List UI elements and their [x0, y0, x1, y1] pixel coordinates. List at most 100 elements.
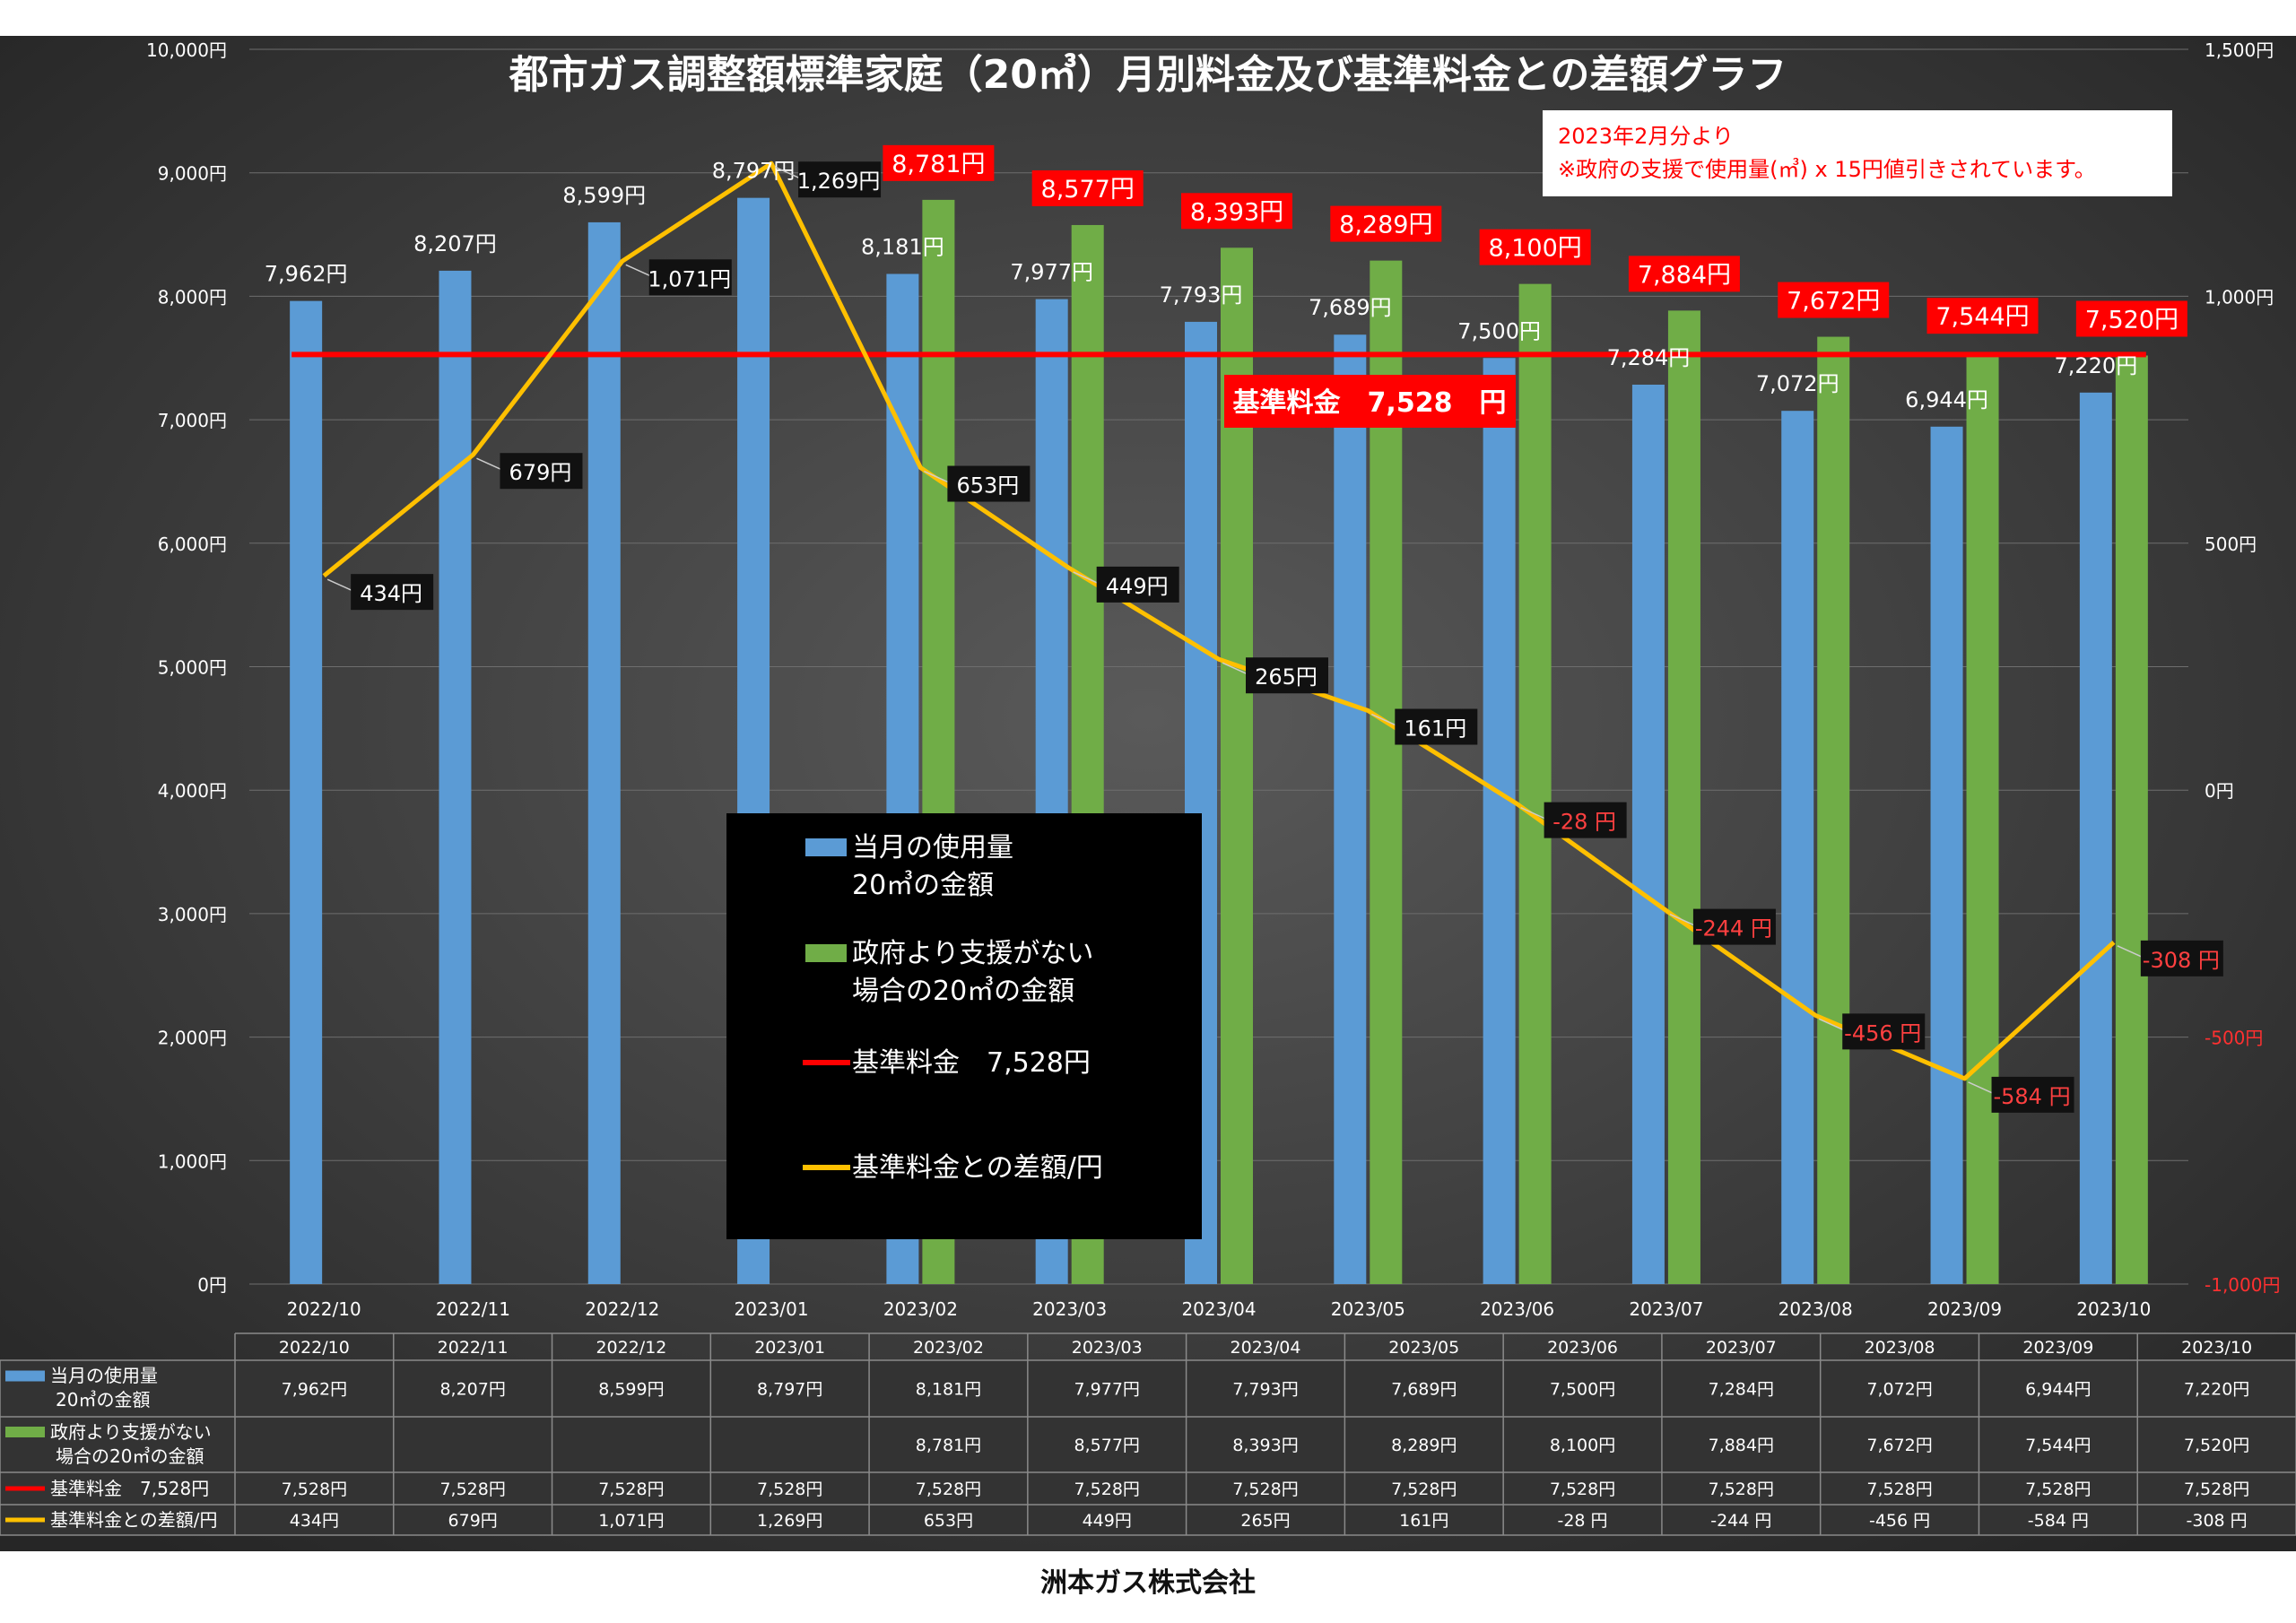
- data-label-bg-difference: [1544, 802, 1627, 838]
- company-name: 洲本ガス株式会社: [1040, 1567, 1256, 1599]
- data-label-no-support: 8,289円: [1339, 212, 1432, 239]
- y-right-tick-label: -1,000円: [2205, 1274, 2280, 1296]
- data-label-leader: [2117, 945, 2146, 959]
- data-label-no-support: 7,544円: [1935, 303, 2029, 331]
- data-label-usage: 8,599円: [562, 183, 646, 208]
- table-cell: 161円: [1399, 1511, 1448, 1531]
- table-series-label: 当月の使用量: [50, 1365, 158, 1386]
- data-label-bg-difference: [1692, 908, 1776, 945]
- y-left-tick-label: 5,000円: [158, 657, 227, 679]
- bar-no-support: [1817, 336, 1850, 1284]
- table-cell: 265円: [1240, 1511, 1290, 1531]
- bar-no-support: [1370, 260, 1403, 1284]
- table-cell: -308 円: [2187, 1511, 2248, 1531]
- table-cell: 7,528円: [916, 1480, 981, 1499]
- y-left-tick-label: 1,000円: [158, 1150, 227, 1172]
- table-cell: 7,500円: [1550, 1380, 1615, 1400]
- y-left-tick-label: 8,000円: [158, 286, 227, 308]
- data-label-bg-difference: [798, 161, 882, 198]
- table-header-cell: 2023/09: [2022, 1338, 2093, 1358]
- data-label-usage: 8,181円: [861, 234, 944, 259]
- table-cell: 7,528円: [598, 1480, 664, 1499]
- table-header-cell: 2023/08: [1865, 1338, 1935, 1358]
- bar-usage: [2079, 392, 2112, 1284]
- table-cell: 7,520円: [2184, 1436, 2249, 1455]
- data-label-difference: 1,071円: [648, 266, 731, 291]
- table-cell: 7,528円: [2025, 1480, 2091, 1499]
- bar-no-support: [1518, 283, 1552, 1284]
- y-right-tick-label: 500円: [2205, 534, 2257, 555]
- table-cell: 7,528円: [1232, 1480, 1298, 1499]
- table-cell: 7,962円: [282, 1380, 347, 1400]
- table-cell: 8,577円: [1074, 1436, 1140, 1455]
- bar-usage: [1930, 426, 1963, 1285]
- x-tick-label: 2023/01: [735, 1298, 809, 1320]
- table-cell: 449円: [1083, 1511, 1132, 1531]
- x-tick-label: 2022/11: [436, 1298, 510, 1320]
- x-tick-label: 2022/12: [585, 1298, 659, 1320]
- table-series-label: 場合の20㎥の金額: [56, 1445, 204, 1467]
- x-tick-label: 2023/02: [883, 1298, 958, 1320]
- table-cell: 7,672円: [1866, 1436, 1932, 1455]
- y-right-tick-label: 1,500円: [2205, 39, 2274, 61]
- x-tick-label: 2022/10: [287, 1298, 361, 1320]
- chart-title: 都市ガス調整額標準家庭（20㎥）月別料金及び基準料金との差額グラフ: [509, 52, 1787, 98]
- x-tick-label: 2023/07: [1629, 1298, 1703, 1320]
- bar-no-support: [2115, 355, 2148, 1285]
- base-label: 基準料金 7,528 円: [1233, 387, 1507, 419]
- y-left-tick-label: 6,000円: [158, 534, 227, 555]
- data-label-bg-difference: [1991, 1076, 2074, 1113]
- legend-label: 当月の使用量: [852, 832, 1013, 864]
- data-label-leader: [1073, 571, 1102, 586]
- data-label-difference: 449円: [1106, 574, 1169, 599]
- data-label-difference: -584 円: [1993, 1084, 2070, 1109]
- data-label-no-support: 7,672円: [1787, 288, 1880, 316]
- table-cell: -28 円: [1557, 1511, 1607, 1531]
- table-cell: 8,393円: [1232, 1436, 1298, 1455]
- table-cell: 8,289円: [1391, 1436, 1457, 1455]
- table-cell: 7,072円: [1866, 1380, 1932, 1400]
- y-left-tick-label: 9,000円: [158, 163, 227, 185]
- data-label-no-support: 8,393円: [1190, 198, 1283, 226]
- legend-label: 政府より支援がない: [852, 938, 1093, 969]
- table-cell: 653円: [924, 1511, 973, 1531]
- line-difference: [322, 161, 2116, 1081]
- data-label-bg-difference: [2140, 940, 2223, 976]
- data-label-leader: [476, 457, 505, 472]
- legend-label: 20㎥の金額: [852, 870, 994, 901]
- y-left-tick-label: 3,000円: [158, 904, 227, 925]
- note-line-2: ※政府の支援で使用量(㎥) x 15円値引きされています。: [1558, 157, 2096, 182]
- table-series-swatch: [5, 1427, 45, 1437]
- data-label-leader: [1222, 662, 1251, 676]
- data-label-leader: [1370, 713, 1400, 728]
- bar-usage: [587, 221, 621, 1284]
- legend-label: 基準料金 7,528円: [852, 1047, 1091, 1079]
- table-cell: 7,544円: [2025, 1436, 2091, 1455]
- data-label-bg-difference: [1246, 657, 1328, 694]
- table-cell: 8,181円: [916, 1380, 981, 1400]
- table-cell: -244 円: [1710, 1511, 1771, 1531]
- data-label-bg-difference: [1096, 566, 1179, 603]
- data-label-no-support: 7,884円: [1638, 261, 1731, 289]
- data-label-leader: [1669, 913, 1699, 928]
- x-tick-label: 2023/03: [1032, 1298, 1107, 1320]
- table-cell: 434円: [290, 1511, 339, 1531]
- x-tick-label: 2023/10: [2076, 1298, 2151, 1320]
- y-right-tick-label: -500円: [2205, 1028, 2263, 1049]
- data-label-leader: [625, 264, 655, 278]
- table-cell: 7,528円: [1866, 1480, 1932, 1499]
- table-header-cell: 2022/11: [438, 1338, 509, 1358]
- table-cell: 7,977円: [1074, 1380, 1140, 1400]
- table-series-label: 基準料金 7,528円: [50, 1478, 209, 1499]
- table-cell: -456 円: [1869, 1511, 1930, 1531]
- bar-usage: [439, 270, 472, 1284]
- note-line-1: 2023年2月分より: [1558, 124, 1734, 149]
- data-label-difference: 679円: [509, 460, 572, 485]
- data-label-difference: -308 円: [2143, 948, 2220, 973]
- legend-label: 基準料金との差額/円: [852, 1152, 1103, 1184]
- data-label-difference: -28 円: [1552, 810, 1616, 835]
- data-label-difference: 161円: [1404, 716, 1466, 742]
- table-series-label: 基準料金との差額/円: [50, 1509, 218, 1531]
- data-label-bg-difference: [500, 453, 583, 490]
